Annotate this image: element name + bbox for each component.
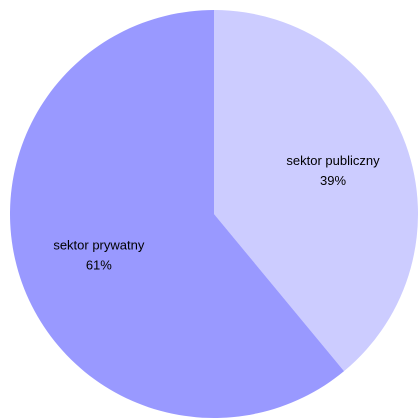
slice-label-2: sektor prywatny (53, 237, 145, 252)
pie-labels: sektor publiczny 39% sektor prywatny 61% (53, 153, 380, 272)
slice-value-1: 39% (320, 173, 346, 188)
pie-slice-1 (214, 10, 418, 372)
pie-slices (9, 10, 418, 418)
slice-label-1: sektor publiczny (286, 153, 380, 168)
slice-value-2: 61% (86, 257, 112, 272)
pie-slice-2 (9, 10, 345, 418)
